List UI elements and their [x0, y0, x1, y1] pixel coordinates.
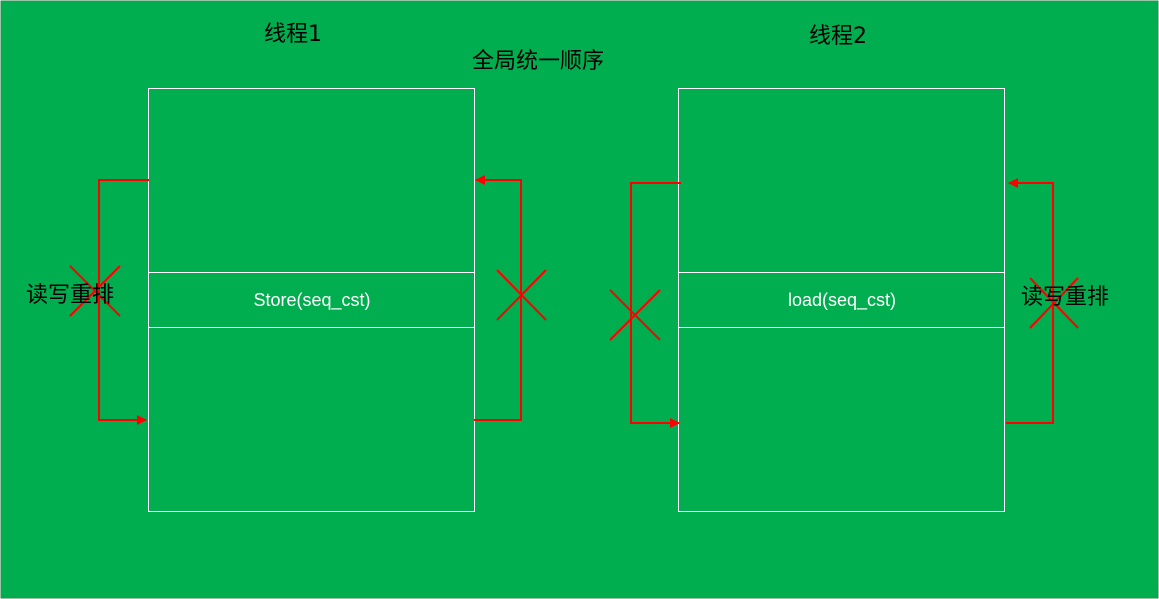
thread2-right-cross-mark — [1029, 277, 1079, 329]
thread1-left-cross-mark — [69, 265, 121, 317]
thread1-title: 线程1 — [264, 22, 322, 47]
thread2-box — [678, 88, 1005, 512]
thread1-right-reorder-arrow — [474, 175, 522, 421]
thread2-title: 线程2 — [809, 24, 867, 49]
left-reorder-label: 读写重排 — [26, 283, 115, 308]
right-reorder-label: 读写重排 — [1021, 285, 1110, 310]
thread2-operation-label: load(seq_cst) — [787, 290, 897, 310]
thread1-right-cross-mark — [496, 269, 547, 321]
thread2-left-reorder-arrow — [630, 182, 681, 428]
thread1-box — [148, 88, 475, 512]
thread1-left-reorder-arrow — [98, 179, 149, 425]
thread1-operation-label: Store(seq_cst) — [253, 290, 371, 310]
thread2-left-cross-mark — [609, 289, 661, 341]
global-order-title: 全局统一顺序 — [472, 49, 605, 74]
